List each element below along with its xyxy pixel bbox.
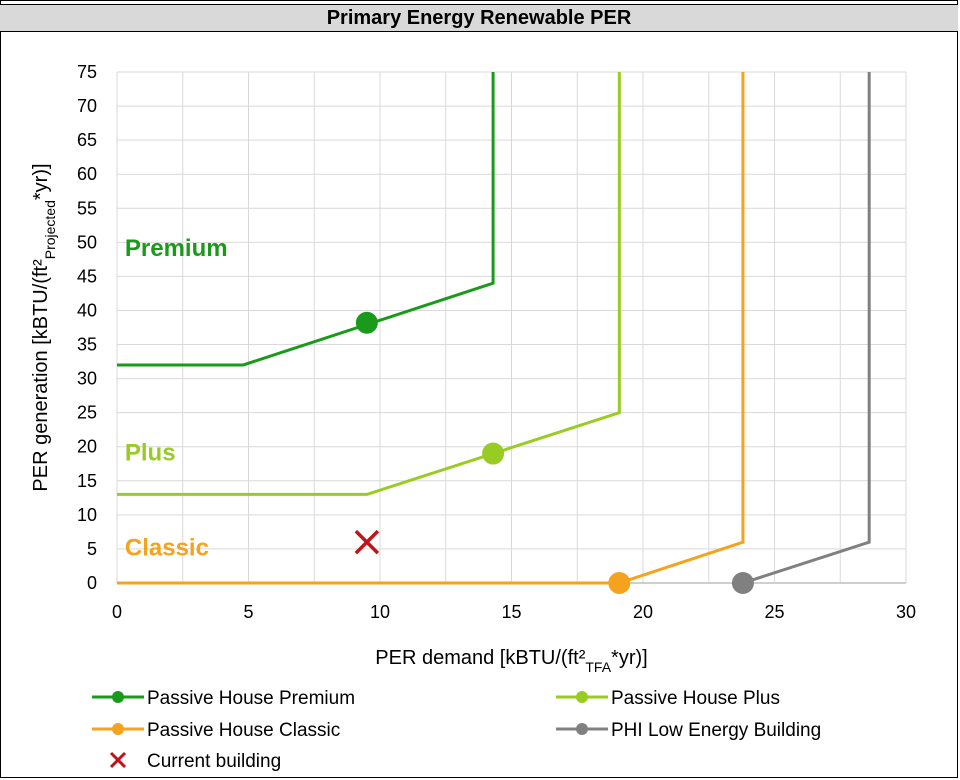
- y-tick-label: 35: [77, 335, 97, 355]
- zone-labels: Premium Plus Classic: [125, 235, 228, 562]
- x-tick-label: 5: [243, 602, 253, 622]
- x-axis-title: PER demand [kBTU/(ft²TFA*yr)]: [375, 647, 647, 675]
- gridlines: [116, 71, 907, 584]
- legend-item-current-building: Current building: [109, 751, 281, 772]
- legend-label: Passive House Premium: [147, 688, 355, 709]
- legend-item-passive-house-premium: Passive House Premium: [92, 688, 355, 709]
- legend-swatch-marker: [576, 691, 588, 703]
- y-axis-title: PER generation [kBTU/(ft²Projected*yr)]: [30, 163, 58, 491]
- legend-label: Passive House Classic: [147, 720, 340, 741]
- y-tick-label: 5: [87, 539, 97, 559]
- zone-label-classic: Classic: [125, 535, 209, 562]
- legend-swatch-x: [109, 751, 127, 769]
- series-marker-passive-house-classic: [608, 572, 631, 594]
- zone-label-premium: Premium: [125, 235, 228, 262]
- y-tick-label: 25: [77, 403, 97, 423]
- x-tick-label: 30: [896, 602, 916, 622]
- current-building-marker-stroke: [354, 529, 380, 555]
- legend-item-passive-house-plus: Passive House Plus: [556, 688, 780, 709]
- x-tick-label: 20: [633, 602, 653, 622]
- y-tick-label: 65: [77, 130, 97, 150]
- x-tick-label: 15: [501, 602, 521, 622]
- x-tick-label: 25: [764, 602, 784, 622]
- y-tick-label: 0: [87, 573, 97, 593]
- legend-swatch-marker: [576, 723, 588, 735]
- series-marker-passive-house-premium: [355, 311, 378, 334]
- legend-label: Passive House Plus: [611, 688, 780, 709]
- y-tick-label: 50: [77, 232, 97, 252]
- y-tick-label: 20: [77, 437, 97, 457]
- chart-title: Primary Energy Renewable PER: [0, 4, 958, 32]
- legend: Passive House Premium Passive House Plus P…: [92, 688, 821, 772]
- y-tick-label: 40: [77, 300, 97, 320]
- y-tick-label: 60: [77, 164, 97, 184]
- y-tick-label: 10: [77, 505, 97, 525]
- x-tick-label: 10: [370, 602, 390, 622]
- legend-swatch-marker: [112, 723, 124, 735]
- zone-label-plus: Plus: [125, 439, 176, 466]
- series-marker-phi-low-energy-building: [731, 572, 754, 594]
- series-marker-passive-house-plus: [482, 442, 505, 465]
- series-line-passive-house-premium: [117, 72, 495, 367]
- y-tick-label: 55: [77, 198, 97, 218]
- tick-labels: 0 5 10 15 20 25 30 35 40 45 50 55 60 65 70 75 0 5 10 15 20 25…: [77, 62, 916, 622]
- legend-item-phi-low-energy-building: PHI Low Energy Building: [556, 720, 821, 741]
- series-line-passive-house-classic: [117, 72, 745, 585]
- legend-label: Current building: [147, 751, 281, 772]
- legend-label: PHI Low Energy Building: [611, 720, 821, 741]
- y-tick-label: 70: [77, 96, 97, 116]
- series-line-passive-house-plus: [117, 72, 621, 496]
- y-tick-label: 75: [77, 62, 97, 82]
- y-tick-label: 15: [77, 471, 97, 491]
- series-line-phi-low-energy-building: [742, 72, 871, 585]
- y-tick-label: 45: [77, 266, 97, 286]
- series-lines: [117, 72, 871, 594]
- current-building-marker: [354, 529, 380, 555]
- legend-item-passive-house-classic: Passive House Classic: [92, 720, 340, 741]
- legend-swatch-marker: [112, 691, 124, 703]
- y-tick-label: 30: [77, 369, 97, 389]
- x-tick-label: 0: [112, 602, 122, 622]
